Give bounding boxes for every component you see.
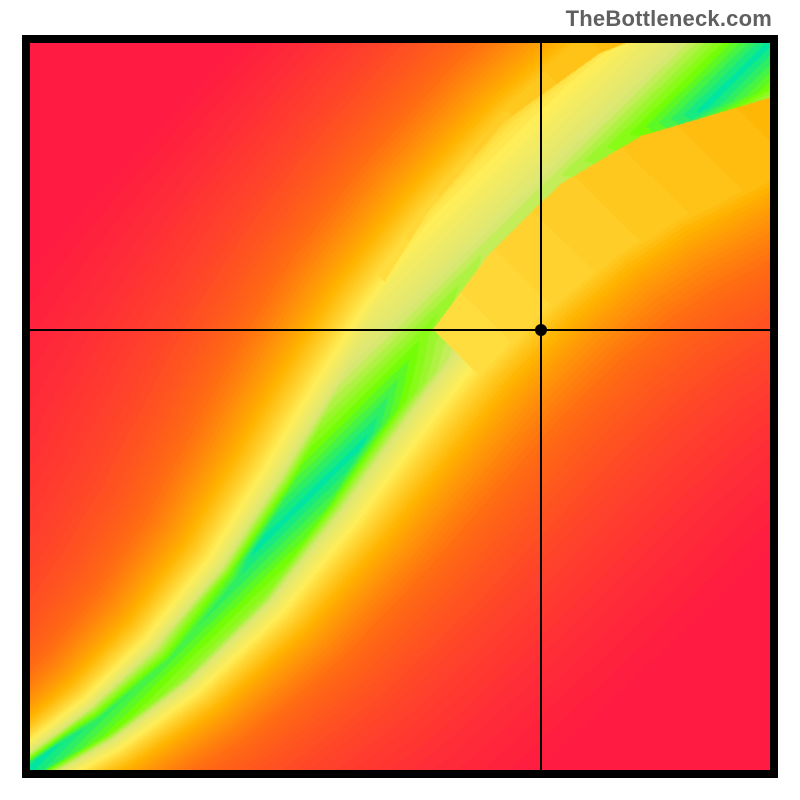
crosshair-vertical: [540, 43, 542, 770]
watermark-text: TheBottleneck.com: [566, 6, 772, 32]
crosshair-horizontal: [30, 329, 770, 331]
chart-container: TheBottleneck.com: [0, 0, 800, 800]
heatmap-canvas: [30, 43, 770, 770]
marker-dot: [535, 324, 547, 336]
plot-border: [22, 35, 778, 778]
heatmap-area: [30, 43, 770, 770]
